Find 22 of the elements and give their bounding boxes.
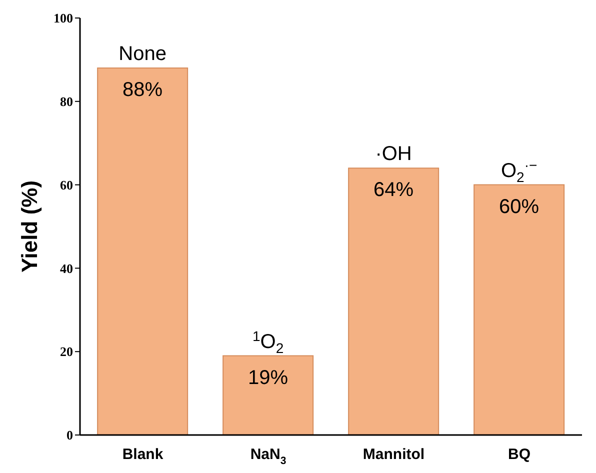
y-tick-label: 0 bbox=[66, 428, 73, 443]
x-tick-label: Blank bbox=[122, 446, 164, 463]
bar bbox=[222, 355, 314, 435]
annotation: ·OH bbox=[375, 143, 412, 166]
bar bbox=[97, 68, 188, 435]
data-label: 88% bbox=[122, 79, 163, 102]
data-label: 64% bbox=[374, 179, 414, 202]
y-tick-label: 20 bbox=[60, 344, 73, 360]
x-tick-label: BQ bbox=[508, 446, 531, 463]
bar bbox=[348, 168, 440, 435]
y-tick-label: 40 bbox=[60, 260, 73, 276]
bar bbox=[474, 184, 565, 435]
data-label: 19% bbox=[248, 366, 288, 389]
annotation: None bbox=[118, 43, 166, 66]
y-tick-label: 80 bbox=[60, 94, 73, 110]
x-tick-label: NaN$_{3}$ bbox=[250, 446, 286, 467]
data-label: 60% bbox=[499, 196, 540, 218]
y-tick-label: 100 bbox=[54, 10, 73, 26]
y-axis-title: Yield (%) bbox=[16, 180, 42, 273]
y-tick-label: 60 bbox=[60, 177, 73, 192]
x-tick-label: Mannitol bbox=[362, 446, 425, 463]
annotation: $^{1}$O$_{2}$ bbox=[252, 328, 284, 356]
